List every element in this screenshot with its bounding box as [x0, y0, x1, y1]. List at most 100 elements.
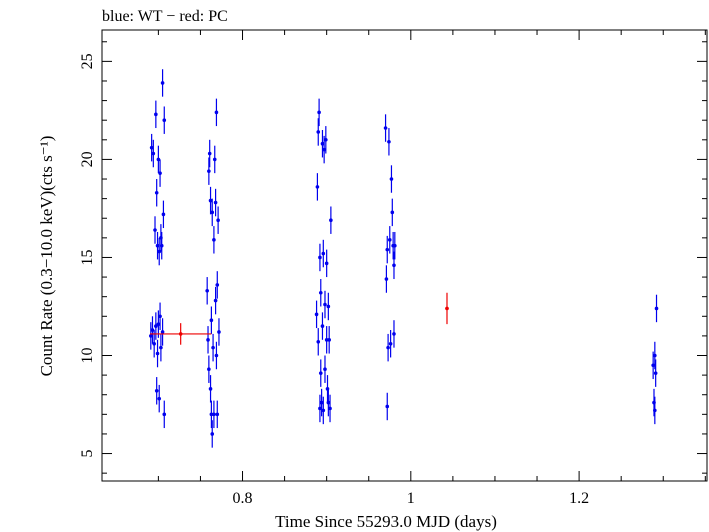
- data-point: [160, 69, 165, 97]
- data-point: [318, 359, 323, 387]
- point-marker: [318, 406, 322, 411]
- data-point: [209, 306, 214, 334]
- data-point: [215, 400, 220, 429]
- data-point: [215, 271, 220, 299]
- point-marker: [212, 412, 216, 417]
- data-point: [157, 384, 162, 413]
- data-point: [208, 375, 213, 403]
- point-marker: [154, 389, 159, 393]
- point-marker: [157, 249, 162, 254]
- point-marker: [156, 157, 161, 162]
- data-point: [321, 239, 326, 268]
- point-marker: [393, 243, 397, 248]
- y-axis-label: Count Rate (0.3−10.0 keV)(cts s⁻¹): [37, 136, 56, 377]
- point-marker: [317, 110, 321, 115]
- data-point: [326, 292, 331, 321]
- point-marker: [328, 406, 332, 411]
- point-marker: [318, 371, 323, 375]
- point-marker: [210, 432, 215, 436]
- point-marker: [392, 332, 396, 336]
- point-marker: [445, 306, 449, 311]
- data-point: [328, 394, 332, 423]
- point-marker: [324, 261, 329, 266]
- point-marker: [314, 312, 319, 317]
- data-point: [324, 326, 329, 354]
- x-tick-label: 1.2: [569, 490, 589, 507]
- point-marker: [323, 302, 327, 307]
- point-marker: [389, 177, 394, 181]
- data-point: [318, 394, 322, 423]
- data-point: [389, 165, 394, 193]
- y-tick-label: 20: [79, 151, 96, 167]
- data-point: [214, 98, 219, 127]
- point-marker: [217, 330, 221, 334]
- point-marker: [216, 218, 220, 223]
- point-marker: [160, 330, 165, 334]
- data-point: [207, 355, 211, 383]
- data-point: [384, 265, 389, 293]
- data-point: [158, 159, 162, 187]
- point-marker: [324, 338, 329, 342]
- data-point: [321, 396, 326, 425]
- point-marker: [208, 387, 213, 391]
- data-point: [207, 157, 211, 185]
- point-marker: [390, 210, 395, 215]
- point-marker: [211, 345, 215, 350]
- data-point: [162, 400, 167, 429]
- data-point: [316, 328, 321, 356]
- point-marker: [155, 351, 160, 356]
- point-marker: [215, 283, 220, 287]
- point-marker: [208, 198, 213, 203]
- data-point: [315, 173, 320, 201]
- point-marker: [154, 324, 158, 328]
- data-point: [159, 333, 163, 362]
- data-point: [320, 130, 325, 158]
- point-marker: [152, 341, 156, 346]
- data-point: [386, 333, 390, 362]
- data-point: [158, 302, 162, 331]
- data-point: [149, 322, 153, 350]
- point-marker: [318, 255, 322, 260]
- point-marker: [154, 112, 158, 117]
- point-marker: [161, 212, 166, 217]
- data-point: [320, 312, 325, 340]
- data-point: [162, 106, 167, 134]
- point-marker: [653, 371, 658, 375]
- point-marker: [387, 139, 391, 144]
- point-marker: [154, 190, 159, 195]
- point-marker: [321, 408, 326, 413]
- data-point: [651, 351, 655, 380]
- point-marker: [153, 228, 157, 232]
- point-marker: [323, 367, 327, 372]
- point-marker: [316, 339, 321, 344]
- point-marker: [157, 396, 162, 401]
- point-marker: [149, 145, 154, 150]
- data-point: [212, 145, 217, 174]
- data-point: [392, 320, 396, 348]
- point-marker: [150, 328, 155, 332]
- data-point: [157, 237, 162, 266]
- point-marker: [215, 412, 220, 417]
- data-point: [653, 396, 657, 425]
- data-point: [385, 392, 390, 421]
- data-point: [150, 316, 155, 344]
- point-marker: [214, 110, 219, 115]
- data-point: [155, 231, 160, 260]
- y-tick-label: 5: [79, 450, 96, 458]
- point-marker: [212, 157, 217, 162]
- point-marker: [155, 243, 160, 248]
- point-marker: [387, 238, 392, 242]
- data-point: [210, 420, 215, 448]
- point-marker: [326, 304, 331, 309]
- point-marker: [156, 322, 161, 326]
- point-marker: [160, 81, 165, 85]
- data-points: [149, 69, 659, 448]
- data-point: [213, 286, 218, 315]
- point-marker: [213, 298, 218, 303]
- point-marker: [210, 210, 215, 215]
- data-point: [149, 133, 154, 162]
- data-point: [388, 330, 393, 358]
- data-point: [316, 118, 321, 146]
- point-marker: [329, 218, 333, 223]
- data-point: [213, 188, 218, 217]
